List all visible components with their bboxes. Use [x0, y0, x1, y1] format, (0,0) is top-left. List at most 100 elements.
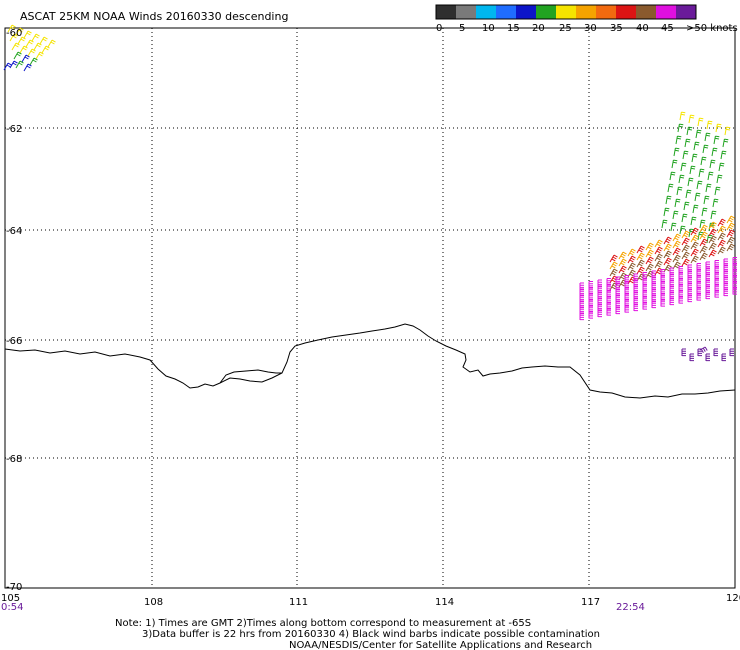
wind-barb	[579, 282, 584, 291]
wind-barb	[627, 248, 636, 257]
wind-barb	[27, 48, 36, 57]
note-line-2: 3)Data buffer is 22 hrs from 20160330 4)…	[142, 629, 600, 640]
legend-swatch	[616, 5, 637, 19]
wind-barb	[588, 281, 593, 289]
wind-barb	[41, 45, 50, 54]
wind-barb	[687, 288, 692, 297]
wind-barb	[645, 256, 654, 265]
wind-barb	[687, 276, 692, 285]
wind-barb	[690, 227, 699, 236]
wind-barb	[694, 192, 701, 202]
wind-barb	[705, 261, 710, 270]
wind-barb	[705, 183, 712, 193]
wind-barb	[588, 299, 593, 307]
note-line-1: Note: 1) Times are GMT 2)Times along bot…	[115, 618, 531, 629]
wind-barb	[696, 263, 701, 271]
wind-barb	[606, 278, 611, 286]
wind-barb	[732, 257, 737, 265]
wind-barb	[624, 287, 629, 295]
wind-barb	[23, 30, 32, 39]
wind-barb	[609, 261, 618, 270]
wind-barb	[711, 147, 718, 157]
wind-barb	[35, 51, 44, 60]
lat-label: -70	[6, 582, 22, 593]
wind-barb	[714, 260, 719, 268]
wind-barb	[597, 309, 602, 318]
wind-barb	[31, 33, 40, 42]
wind-barb	[672, 261, 681, 270]
wind-barb	[665, 195, 672, 205]
wind-barb	[579, 306, 584, 315]
wind-barb	[633, 303, 638, 312]
wind-barb	[684, 138, 691, 148]
wind-barb	[618, 251, 627, 260]
wind-barb	[618, 272, 627, 281]
wind-barb	[687, 177, 694, 187]
wind-barb	[717, 239, 726, 248]
wind-barb	[726, 222, 735, 231]
wind-barb	[642, 278, 647, 286]
wind-barb	[696, 269, 701, 277]
wind-barb	[669, 291, 674, 300]
wind-barb	[708, 228, 717, 237]
wind-barb	[660, 299, 665, 307]
wind-barb	[681, 230, 690, 239]
wind-barb	[642, 272, 647, 280]
wind-barb	[678, 290, 683, 298]
wind-barb	[663, 257, 672, 266]
wind-barb	[676, 186, 683, 196]
wind-barb	[669, 273, 674, 282]
wind-barb	[642, 302, 647, 310]
wind-barb	[597, 285, 602, 294]
wind-barb	[661, 219, 668, 229]
wind-barb	[732, 275, 737, 283]
wind-barb	[729, 348, 734, 357]
wind-barb	[695, 129, 702, 139]
wind-barb	[687, 270, 692, 279]
wind-barb	[651, 282, 656, 291]
wind-barb	[606, 284, 611, 292]
wind-barb	[705, 291, 710, 300]
coastline	[4, 323, 736, 399]
wind-barb	[726, 229, 735, 238]
wind-barb	[699, 245, 708, 254]
wind-barb	[706, 120, 713, 130]
lat-label: -68	[6, 454, 22, 465]
lon-label: 120	[726, 593, 740, 604]
wind-barb	[699, 224, 708, 233]
wind-barb	[701, 207, 708, 217]
wind-barb	[669, 267, 674, 276]
wind-barb	[692, 204, 699, 214]
wind-barb	[645, 242, 654, 251]
wind-barb	[690, 255, 699, 264]
wind-barb	[660, 275, 665, 283]
wind-barb	[726, 215, 735, 224]
legend-swatch	[476, 5, 497, 19]
plot-frame	[4, 27, 736, 589]
wind-barb	[615, 294, 620, 303]
wind-barb	[732, 287, 737, 295]
wind-barb	[669, 297, 674, 306]
note-line-3: NOAA/NESDIS/Center for Satellite Applica…	[289, 640, 592, 650]
wind-barb	[686, 126, 693, 136]
lat-label: -66	[6, 336, 22, 347]
wind-barb	[669, 279, 674, 288]
wind-barb	[718, 162, 725, 172]
wind-barb	[670, 222, 677, 232]
wind-barb	[3, 62, 12, 71]
wind-barb	[714, 186, 721, 196]
wind-barb	[597, 291, 602, 300]
wind-barb	[699, 346, 708, 353]
wind-barb	[609, 268, 618, 277]
wind-barb	[726, 243, 735, 252]
latitude-labels: -60 -62 -64 -66 -68 -70	[6, 28, 22, 593]
wind-barb	[606, 302, 611, 310]
wind-barb	[713, 135, 720, 145]
wind-barb	[597, 279, 602, 288]
wind-barb	[645, 263, 654, 272]
wind-barb	[699, 238, 708, 247]
legend-swatch	[596, 5, 617, 19]
wind-barb	[708, 249, 717, 258]
wind-barb	[624, 281, 629, 289]
wind-barb	[674, 198, 681, 208]
